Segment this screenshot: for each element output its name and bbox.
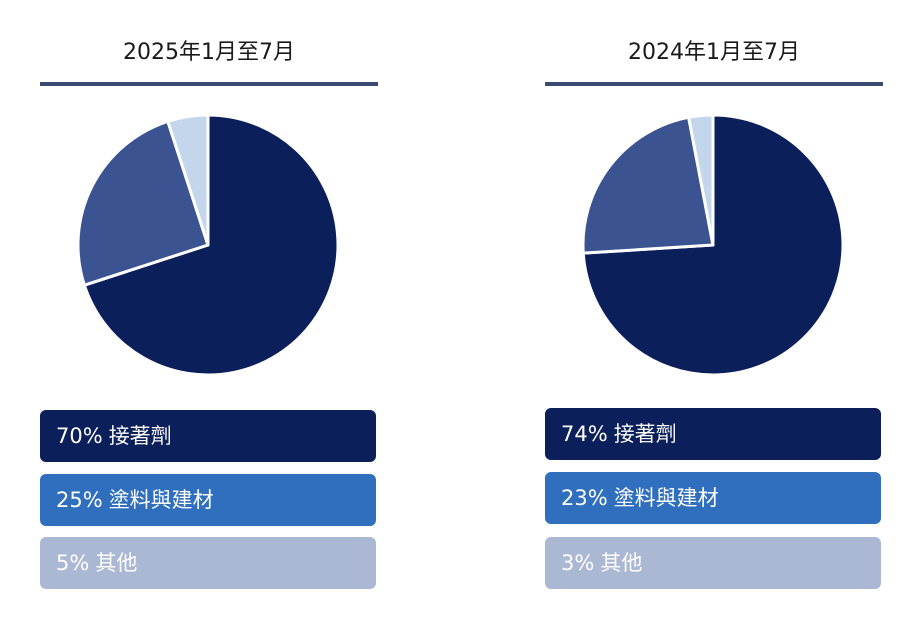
legend-item-adhesive: 70% 接著劑: [40, 410, 376, 462]
legend-item-coatings: 23% 塗料與建材: [545, 472, 881, 524]
chart-title: 2024年1月至7月: [628, 40, 800, 65]
legend-percent: 23%: [561, 486, 608, 510]
legend-label: 接著劑: [613, 422, 677, 446]
pie-slice-other: [166, 113, 210, 247]
legend-item-other: 5% 其他: [40, 537, 376, 589]
legend-percent: 74%: [561, 422, 608, 446]
chart-panel-2025: 2025年1月至7月 70% 接著劑 25% 塗料與建材 5% 其他: [40, 0, 378, 626]
pie-chart: [76, 113, 340, 377]
legend-percent: 70%: [56, 424, 103, 448]
legend-item-other: 3% 其他: [545, 537, 881, 589]
pie-slice-adhesive: [82, 113, 340, 377]
legend-percent: 25%: [56, 488, 103, 512]
title-divider: [545, 82, 883, 86]
chart-title: 2025年1月至7月: [123, 40, 295, 65]
legend-label: 塗料與建材: [108, 488, 214, 512]
legend-item-adhesive: 74% 接著劑: [545, 408, 881, 460]
legend-label: 接著劑: [108, 424, 172, 448]
legend-label: 其他: [600, 551, 643, 575]
chart-panel-2024: 2024年1月至7月 74% 接著劑 23% 塗料與建材 3% 其他: [545, 0, 883, 626]
pie-slice-coatings: [581, 115, 715, 255]
legend-percent: 5%: [56, 551, 90, 575]
pie-chart: [581, 113, 845, 377]
title-divider: [40, 82, 378, 86]
pie-slice-other: [687, 113, 715, 247]
legend-label: 其他: [95, 551, 138, 575]
legend-percent: 3%: [561, 551, 595, 575]
pie-slice-coatings: [76, 119, 210, 287]
legend-item-coatings: 25% 塗料與建材: [40, 474, 376, 526]
legend-label: 塗料與建材: [613, 486, 719, 510]
